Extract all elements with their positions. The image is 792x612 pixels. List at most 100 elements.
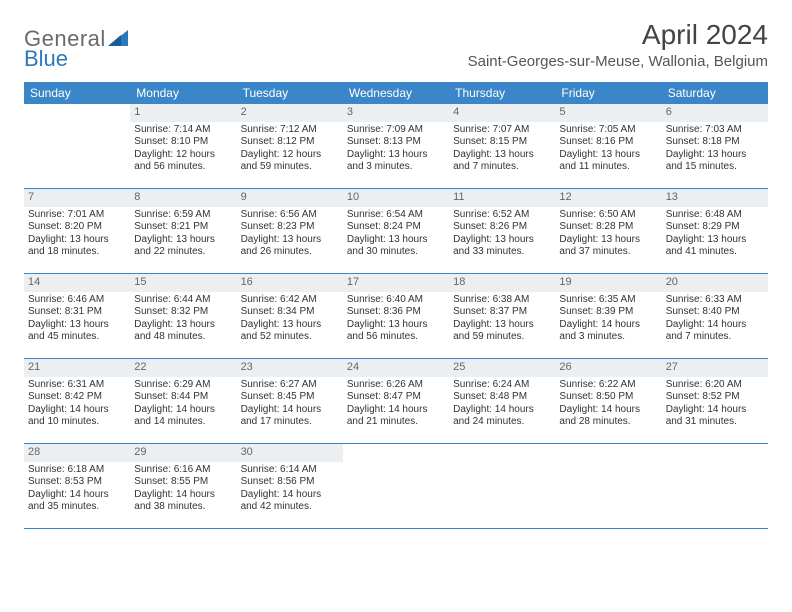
header-sunday: Sunday: [24, 82, 130, 104]
logo-triangle-icon: [108, 30, 128, 48]
day-sunset: Sunset: 8:28 PM: [559, 221, 657, 234]
day-d2: and 22 minutes.: [134, 246, 232, 259]
day-d1: Daylight: 14 hours: [453, 404, 551, 417]
day-d2: and 14 minutes.: [134, 416, 232, 429]
day-sunrise: Sunrise: 6:29 AM: [134, 379, 232, 392]
day-sunrise: Sunrise: 6:26 AM: [347, 379, 445, 392]
week-row: 14Sunrise: 6:46 AMSunset: 8:31 PMDayligh…: [24, 274, 768, 359]
day-d2: and 3 minutes.: [559, 331, 657, 344]
day-d1: Daylight: 13 hours: [28, 319, 126, 332]
day-d1: Daylight: 13 hours: [559, 149, 657, 162]
week-row: 7Sunrise: 7:01 AMSunset: 8:20 PMDaylight…: [24, 189, 768, 274]
day-cell: 5Sunrise: 7:05 AMSunset: 8:16 PMDaylight…: [555, 104, 661, 188]
day-cell: 30Sunrise: 6:14 AMSunset: 8:56 PMDayligh…: [237, 444, 343, 528]
day-sunset: Sunset: 8:45 PM: [241, 391, 339, 404]
day-sunrise: Sunrise: 6:31 AM: [28, 379, 126, 392]
day-d2: and 56 minutes.: [134, 161, 232, 174]
day-d1: Daylight: 13 hours: [28, 234, 126, 247]
day-cell: 7Sunrise: 7:01 AMSunset: 8:20 PMDaylight…: [24, 189, 130, 273]
day-d1: Daylight: 13 hours: [666, 149, 764, 162]
day-sunset: Sunset: 8:40 PM: [666, 306, 764, 319]
day-sunrise: Sunrise: 6:38 AM: [453, 294, 551, 307]
day-sunset: Sunset: 8:36 PM: [347, 306, 445, 319]
day-d2: and 18 minutes.: [28, 246, 126, 259]
day-d1: Daylight: 14 hours: [241, 404, 339, 417]
day-sunrise: Sunrise: 7:12 AM: [241, 124, 339, 137]
day-cell: 23 Sunrise: 6:27 AMSunset: 8:45 PMDayligh…: [237, 359, 343, 443]
day-cell: 4Sunrise: 7:07 AMSunset: 8:15 PMDaylight…: [449, 104, 555, 188]
day-sunrise: Sunrise: 6:59 AM: [134, 209, 232, 222]
day-sunset: Sunset: 8:23 PM: [241, 221, 339, 234]
day-number: 16: [237, 274, 343, 292]
day-sunrise: Sunrise: 6:50 AM: [559, 209, 657, 222]
day-number: 28: [24, 444, 130, 462]
day-number: 6: [662, 104, 768, 122]
day-number: 26: [555, 359, 661, 377]
day-d1: Daylight: 14 hours: [134, 489, 232, 502]
day-number: 17: [343, 274, 449, 292]
day-d2: and 52 minutes.: [241, 331, 339, 344]
month-title: April 2024: [468, 20, 768, 51]
day-cell: 25Sunrise: 6:24 AMSunset: 8:48 PMDayligh…: [449, 359, 555, 443]
day-sunrise: Sunrise: 6:24 AM: [453, 379, 551, 392]
day-sunset: Sunset: 8:13 PM: [347, 136, 445, 149]
header-saturday: Saturday: [662, 82, 768, 104]
day-d2: and 26 minutes.: [241, 246, 339, 259]
day-sunrise: Sunrise: 7:05 AM: [559, 124, 657, 137]
day-d1: Daylight: 14 hours: [28, 489, 126, 502]
day-sunrise: Sunrise: 6:42 AM: [241, 294, 339, 307]
day-cell: 22Sunrise: 6:29 AMSunset: 8:44 PMDayligh…: [130, 359, 236, 443]
day-d1: Daylight: 13 hours: [241, 234, 339, 247]
day-d1: Daylight: 12 hours: [241, 149, 339, 162]
day-number: 9: [237, 189, 343, 207]
day-d1: Daylight: 13 hours: [453, 149, 551, 162]
day-sunset: Sunset: 8:44 PM: [134, 391, 232, 404]
day-cell: 16Sunrise: 6:42 AMSunset: 8:34 PMDayligh…: [237, 274, 343, 358]
day-d1: Daylight: 14 hours: [241, 489, 339, 502]
day-d1: Daylight: 12 hours: [134, 149, 232, 162]
day-sunset: Sunset: 8:52 PM: [666, 391, 764, 404]
day-cell: 21Sunrise: 6:31 AMSunset: 8:42 PMDayligh…: [24, 359, 130, 443]
calendar: Sunday Monday Tuesday Wednesday Thursday…: [24, 82, 768, 529]
day-d1: Daylight: 13 hours: [241, 319, 339, 332]
day-sunrise: Sunrise: 6:22 AM: [559, 379, 657, 392]
day-sunrise: Sunrise: 6:54 AM: [347, 209, 445, 222]
day-d2: and 7 minutes.: [453, 161, 551, 174]
day-d2: and 45 minutes.: [28, 331, 126, 344]
day-number: 29: [130, 444, 236, 462]
day-number: 14: [24, 274, 130, 292]
day-d1: Daylight: 13 hours: [134, 234, 232, 247]
day-number: 1: [130, 104, 236, 122]
day-sunset: Sunset: 8:53 PM: [28, 476, 126, 489]
day-number: 23: [237, 359, 343, 377]
day-number: 18: [449, 274, 555, 292]
day-d2: and 30 minutes.: [347, 246, 445, 259]
day-sunset: Sunset: 8:20 PM: [28, 221, 126, 234]
day-number: 15: [130, 274, 236, 292]
day-d2: and 38 minutes.: [134, 501, 232, 514]
day-cell: 1Sunrise: 7:14 AMSunset: 8:10 PMDaylight…: [130, 104, 236, 188]
day-d2: and 31 minutes.: [666, 416, 764, 429]
week-row: 21Sunrise: 6:31 AMSunset: 8:42 PMDayligh…: [24, 359, 768, 444]
day-d2: and 10 minutes.: [28, 416, 126, 429]
day-number: 11: [449, 189, 555, 207]
day-d2: and 28 minutes.: [559, 416, 657, 429]
day-d2: and 48 minutes.: [134, 331, 232, 344]
header-friday: Friday: [555, 82, 661, 104]
day-cell: 29Sunrise: 6:16 AMSunset: 8:55 PMDayligh…: [130, 444, 236, 528]
day-d1: Daylight: 13 hours: [347, 234, 445, 247]
day-d2: and 59 minutes.: [241, 161, 339, 174]
header-monday: Monday: [130, 82, 236, 104]
day-cell: [555, 444, 661, 528]
day-sunrise: Sunrise: 6:16 AM: [134, 464, 232, 477]
day-d1: Daylight: 14 hours: [559, 319, 657, 332]
title-block: April 2024 Saint-Georges-sur-Meuse, Wall…: [468, 20, 768, 70]
day-number: 8: [130, 189, 236, 207]
day-cell: 15Sunrise: 6:44 AMSunset: 8:32 PMDayligh…: [130, 274, 236, 358]
day-sunrise: Sunrise: 6:27 AM: [241, 379, 339, 392]
day-cell: 26Sunrise: 6:22 AMSunset: 8:50 PMDayligh…: [555, 359, 661, 443]
day-sunset: Sunset: 8:16 PM: [559, 136, 657, 149]
day-cell: 14Sunrise: 6:46 AMSunset: 8:31 PMDayligh…: [24, 274, 130, 358]
day-sunrise: Sunrise: 6:52 AM: [453, 209, 551, 222]
day-sunrise: Sunrise: 6:40 AM: [347, 294, 445, 307]
